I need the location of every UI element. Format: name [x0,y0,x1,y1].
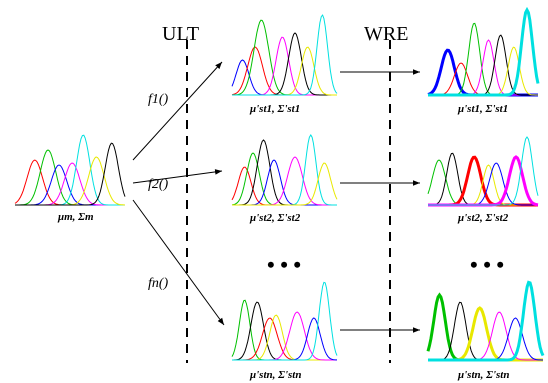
ult-caption-1: μ'st1, Σ'st1 [249,103,300,115]
function-label-2: f2() [148,177,169,192]
wre-distribution-plot-n [426,280,545,362]
function-label-n: fn() [148,276,169,291]
ellipsis-ult: • • • [267,252,301,277]
wre-label: WRE [364,23,408,45]
gaussian-curve [428,136,539,206]
gaussian-curve [232,32,337,96]
gaussian-curve [232,14,338,96]
gaussian-curve [232,281,338,361]
gaussian-curve [231,19,337,96]
source-caption: μm, Σm [57,211,94,223]
gaussian-curve [14,159,125,206]
wre-caption-2: μ'st2, Σ'st2 [457,212,509,224]
gaussian-curve [428,6,540,97]
gaussian-curve [231,299,337,361]
wre-caption-1: μ'st1, Σ'st1 [457,103,508,115]
wre-distribution-plot-2 [427,136,539,207]
ult-label: ULT [162,23,199,45]
gaussian-curve [231,152,337,206]
ult-distribution-plot-n [231,281,338,361]
gaussian-curve [232,311,337,361]
arrow-fn [132,199,225,326]
function-label-1: f1() [148,92,169,107]
gaussian-curve [232,162,338,206]
ult-distribution-plot-2 [231,134,338,206]
gaussian-curve [428,280,545,362]
arrow-f2 [132,169,223,184]
ult-caption-n: μ'stn, Σ'stn [249,369,301,381]
ult-caption-2: μ'st2, Σ'st2 [249,212,301,224]
gaussian-curve [15,134,125,206]
wre-distribution-plot-1 [427,6,540,97]
gaussian-curve [15,142,126,206]
gaussian-curve [232,156,337,206]
wre-caption-n: μ'stn, Σ'stn [457,369,509,381]
arrow-f1 [132,61,223,161]
ult-distribution-plot-1 [231,14,338,96]
source-distribution-plot [14,134,126,206]
ellipsis-wre: • • • [470,252,504,277]
